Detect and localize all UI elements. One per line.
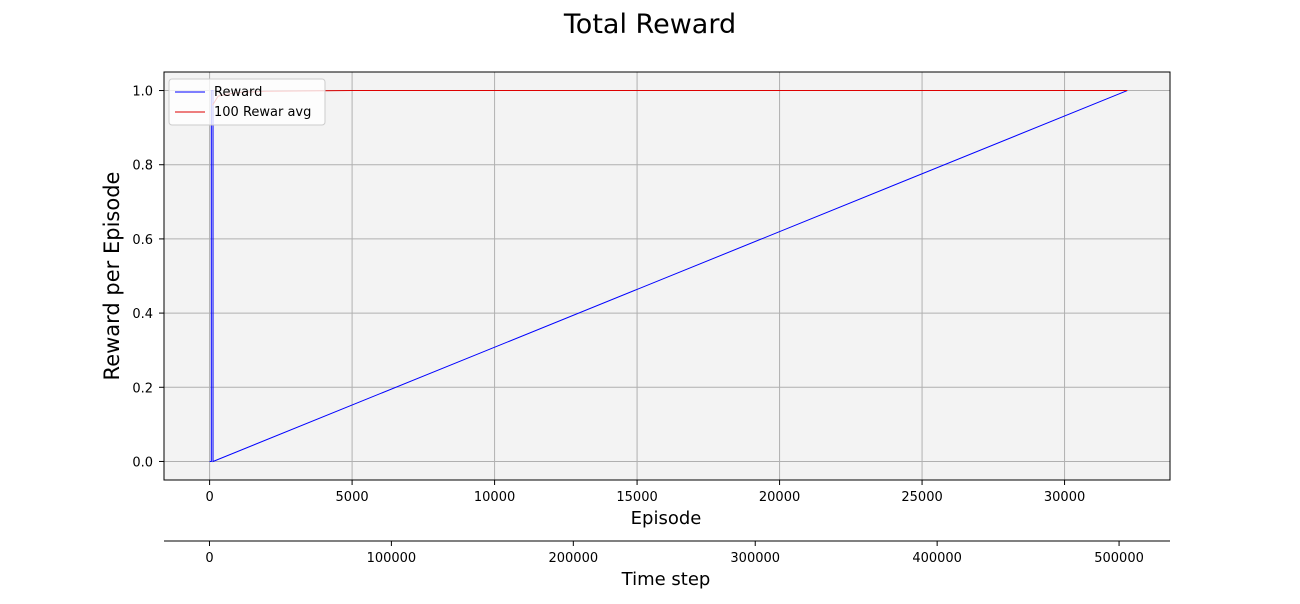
x-axis-ticks: 0 5000 10000 15000 20000 25000 30000 — [205, 480, 1085, 505]
secondary-x-tick-label-0: 0 — [205, 551, 213, 566]
plot-area — [164, 72, 1170, 480]
secondary-x-tick-label-3: 300000 — [730, 551, 780, 566]
legend: Reward 100 Rewar avg — [168, 78, 326, 126]
secondary-x-axis-ticks: 0 100000 200000 300000 400000 500000 — [205, 541, 1144, 566]
x-tick-label-4: 20000 — [759, 490, 800, 505]
y-tick-label-3: 0.6 — [132, 233, 153, 248]
secondary-x-tick-label-4: 400000 — [912, 551, 962, 566]
y-axis-label: Reward per Episode — [100, 172, 124, 381]
x-tick-label-3: 15000 — [616, 490, 657, 505]
x-tick-label-6: 30000 — [1044, 490, 1085, 505]
secondary-x-tick-label-2: 200000 — [548, 551, 598, 566]
x-tick-label-0: 0 — [205, 490, 213, 505]
x-tick-label-1: 5000 — [336, 490, 369, 505]
secondary-x-axis-label: Time step — [621, 569, 711, 590]
y-tick-label-1: 0.2 — [132, 381, 153, 396]
y-tick-label-4: 0.8 — [132, 159, 153, 174]
y-tick-label-0: 0.0 — [132, 455, 153, 470]
secondary-x-tick-label-1: 100000 — [367, 551, 417, 566]
y-tick-label-5: 1.0 — [132, 85, 153, 100]
chart-title: Total Reward — [563, 9, 736, 40]
y-axis-ticks: 0.0 0.2 0.4 0.6 0.8 1.0 — [132, 85, 164, 470]
legend-label-reward: Reward — [214, 85, 262, 100]
x-tick-label-2: 10000 — [474, 490, 515, 505]
secondary-x-tick-label-5: 500000 — [1094, 551, 1144, 566]
y-tick-label-2: 0.4 — [132, 307, 153, 322]
legend-label-avg: 100 Rewar avg — [214, 105, 311, 120]
x-tick-label-5: 25000 — [901, 490, 942, 505]
plot-frame — [163, 71, 1171, 481]
x-axis-label: Episode — [631, 508, 702, 529]
legend-box — [168, 78, 326, 126]
